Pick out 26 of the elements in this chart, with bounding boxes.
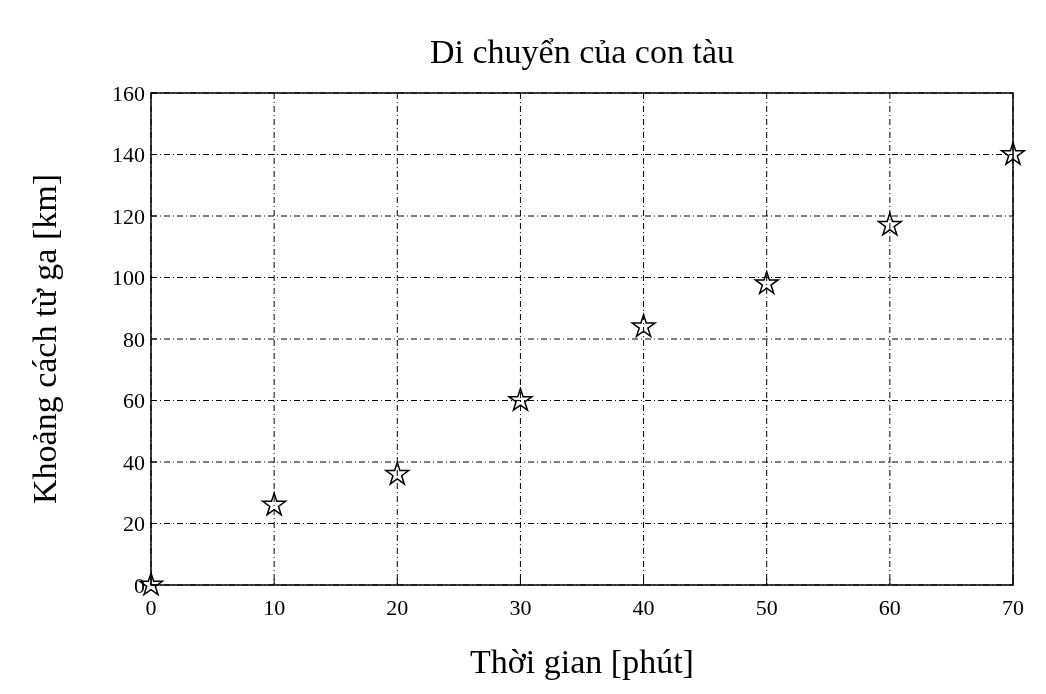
point bbox=[877, 212, 902, 236]
y-tick-label: 60 bbox=[123, 388, 145, 414]
x-tick-label: 70 bbox=[1002, 595, 1024, 620]
y-tick-label: 160 bbox=[112, 80, 145, 106]
x-tick-label: 60 bbox=[878, 595, 901, 620]
x-tick-label: 10 bbox=[263, 595, 286, 620]
y-tick-label: 0 bbox=[134, 572, 145, 598]
x-axis-title: Thời gian [phút] bbox=[470, 643, 694, 680]
x-tick-label: 20 bbox=[386, 595, 409, 620]
y-tick-label: 140 bbox=[112, 142, 145, 168]
y-axis-title: Khoảng cách từ ga [km] bbox=[26, 174, 63, 504]
y-tick-label: 20 bbox=[123, 511, 145, 537]
point bbox=[631, 314, 656, 338]
point bbox=[508, 387, 533, 411]
x-tick-label: 50 bbox=[755, 595, 778, 620]
y-tick-label: 120 bbox=[112, 203, 145, 229]
chart-title: Di chuyển của con tàu bbox=[430, 33, 734, 70]
y-tick-label: 40 bbox=[123, 449, 145, 475]
y-tick-label: 100 bbox=[112, 265, 145, 291]
point bbox=[1000, 141, 1026, 165]
point bbox=[262, 492, 287, 516]
x-tick-label: 40 bbox=[632, 595, 655, 620]
point bbox=[385, 461, 410, 485]
y-tick-label: 80 bbox=[123, 326, 145, 352]
point bbox=[754, 270, 779, 295]
x-tick-label: 30 bbox=[509, 595, 532, 620]
